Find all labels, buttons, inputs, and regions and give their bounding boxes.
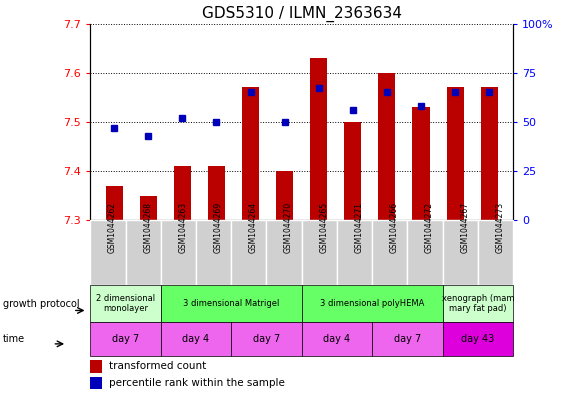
Text: GSM1044268: GSM1044268 (143, 202, 152, 253)
Text: GSM1044271: GSM1044271 (354, 202, 364, 253)
Bar (447, 87, 463, 220)
Bar (345, 122, 361, 220)
Bar (310, 58, 327, 220)
Text: day 7: day 7 (253, 334, 280, 344)
Text: GSM1044264: GSM1044264 (249, 202, 258, 253)
Text: transformed count: transformed count (110, 361, 206, 371)
Bar (378, 73, 395, 220)
Text: xenograph (mam
mary fat pad): xenograph (mam mary fat pad) (441, 294, 514, 313)
Text: 2 dimensional
monolayer: 2 dimensional monolayer (96, 294, 155, 313)
Text: GSM1044262: GSM1044262 (108, 202, 117, 253)
Text: time: time (3, 334, 25, 344)
Bar (106, 185, 123, 220)
Text: GSM1044269: GSM1044269 (213, 202, 223, 253)
Bar (480, 87, 498, 220)
Text: day 4: day 4 (324, 334, 350, 344)
Text: percentile rank within the sample: percentile rank within the sample (110, 378, 285, 388)
Text: GSM1044263: GSM1044263 (178, 202, 187, 253)
Bar (208, 166, 225, 220)
Bar (140, 195, 157, 220)
Text: GSM1044265: GSM1044265 (319, 202, 328, 253)
Text: GSM1044266: GSM1044266 (390, 202, 399, 253)
Title: GDS5310 / ILMN_2363634: GDS5310 / ILMN_2363634 (202, 6, 402, 22)
Text: GSM1044272: GSM1044272 (425, 202, 434, 253)
Text: growth protocol: growth protocol (3, 299, 79, 309)
Bar (276, 171, 293, 220)
Text: day 43: day 43 (461, 334, 494, 344)
Text: GSM1044270: GSM1044270 (284, 202, 293, 253)
Text: 3 dimensional polyHEMA: 3 dimensional polyHEMA (320, 299, 424, 308)
Text: day 4: day 4 (182, 334, 210, 344)
Bar (413, 107, 430, 220)
Bar (242, 87, 259, 220)
Bar (174, 166, 191, 220)
Text: 3 dimensional Matrigel: 3 dimensional Matrigel (183, 299, 279, 308)
Text: GSM1044273: GSM1044273 (496, 202, 504, 253)
Bar (90, 360, 102, 373)
Bar (90, 376, 102, 389)
Text: GSM1044267: GSM1044267 (460, 202, 469, 253)
Text: day 7: day 7 (394, 334, 421, 344)
Text: day 7: day 7 (112, 334, 139, 344)
